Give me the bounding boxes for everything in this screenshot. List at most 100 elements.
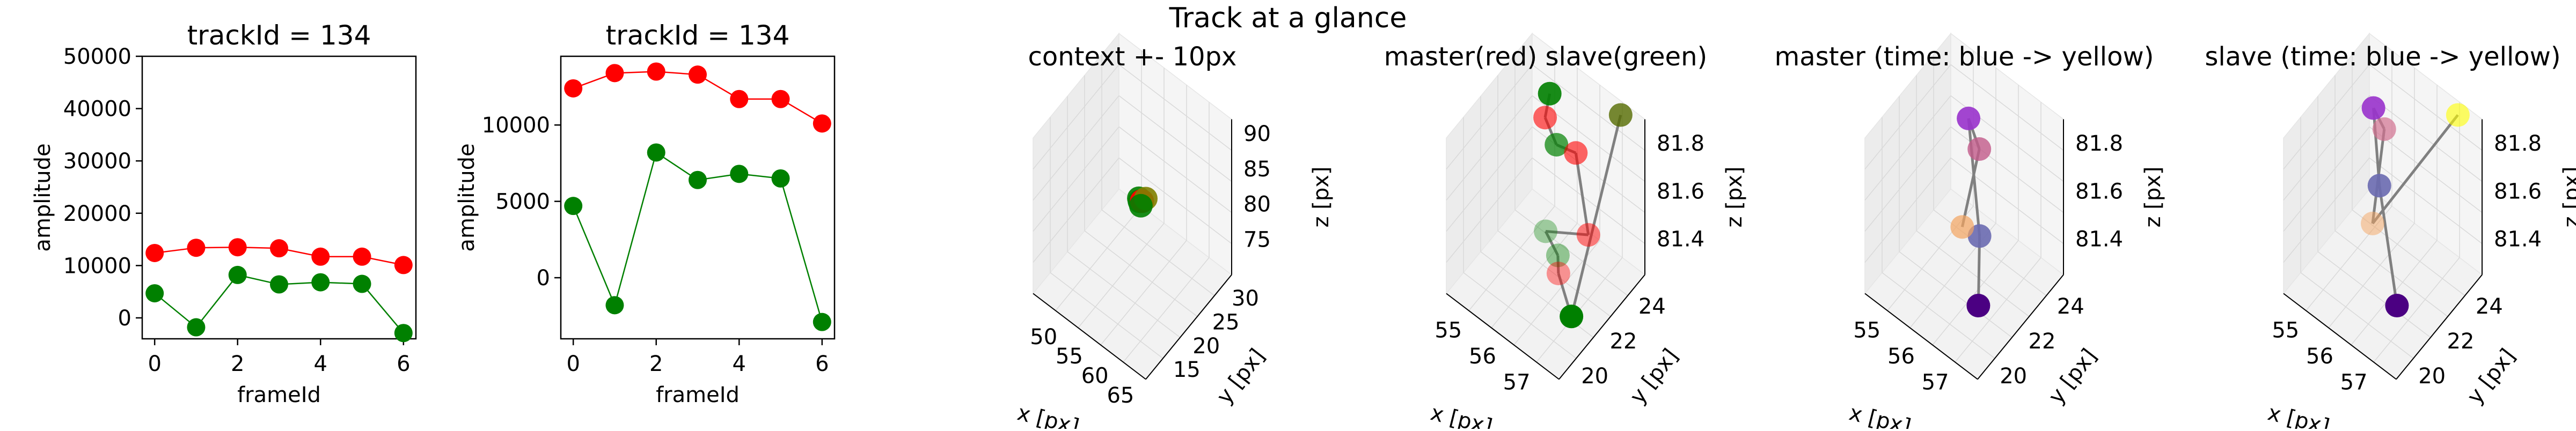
grid-line [1899, 251, 2012, 338]
scatter-point [2446, 103, 2470, 127]
grid-line [2369, 95, 2483, 182]
scatter-point [1576, 223, 1600, 247]
x-tick-label: 6 [815, 352, 829, 376]
trajectory-segment [1574, 152, 1590, 235]
axis-line [1145, 274, 1232, 380]
axis-line [1033, 293, 1146, 380]
y-tick-label: 50000 [63, 44, 131, 69]
scatter-point [1957, 106, 1981, 130]
grid-line [1100, 240, 1187, 345]
scatter3d-chart-2: master(red) slave(green) 55 56 57 x [px] 2022… [1384, 32, 1747, 431]
line-chart-2: trackId = 134 frameId amplitude 0 2 4 6 0 5000 10… [455, 20, 836, 407]
x-tick-label: 4 [314, 352, 327, 376]
axis-line [1864, 293, 1978, 380]
x-axis-label: x [px] [1847, 400, 1913, 429]
trajectory-segment [2372, 114, 2459, 225]
grid-line [2283, 158, 2370, 263]
x-tick-label: 6 [397, 352, 410, 376]
grid-line [2373, 257, 2460, 362]
z-tick-label: 80 [1243, 192, 1271, 217]
grid-line [1491, 223, 1578, 328]
x-tick-label: 55 [2272, 318, 2299, 343]
series-point [564, 79, 583, 98]
grid-line [2300, 272, 2414, 359]
grid-line [1497, 230, 1611, 317]
grid-line [1950, 64, 2064, 151]
axis-line [1446, 293, 1560, 380]
x-tick-label: 56 [2306, 344, 2333, 369]
x-tick-label: 57 [2340, 370, 2368, 395]
series-point [813, 313, 831, 331]
z-tick-label: 81.8 [2075, 131, 2123, 156]
x-tick-label: 55 [1435, 318, 1462, 343]
y-tick-label: 20 [1581, 364, 1608, 389]
series-point [270, 275, 288, 294]
series-point [228, 238, 247, 257]
grid-line [2369, 64, 2483, 151]
scatter-point [1560, 304, 1584, 329]
x-tick-label: 55 [1853, 318, 1880, 343]
grid-line [1118, 126, 1232, 213]
plot-frame [141, 55, 417, 340]
y-tick-label: 0 [537, 266, 550, 291]
z-tick-label: 75 [1243, 228, 1271, 252]
z-tick-label: 81.8 [1657, 131, 1704, 156]
x-tick-label: 4 [733, 352, 746, 376]
x-tick-label: 0 [566, 352, 580, 376]
scatter-point [2367, 174, 2391, 198]
axis-line [2396, 274, 2483, 380]
series-point [394, 256, 413, 274]
chart-title: trackId = 134 [187, 20, 371, 51]
axis-line [2283, 293, 2397, 380]
trajectory-segment [2378, 185, 2398, 306]
scatter-point [1966, 294, 1990, 318]
z-axis-label: z [px] [2141, 167, 2165, 228]
grid-line [1514, 209, 1628, 296]
y-tick-label: 22 [2447, 329, 2475, 354]
grid-line [1123, 257, 1210, 362]
grid-line [1950, 157, 2064, 244]
y-tick-label: 40000 [63, 97, 131, 122]
series-point [647, 143, 665, 162]
scatter-point [1967, 137, 1992, 161]
y-tick-label: 30000 [63, 149, 131, 174]
grid-line [1118, 95, 1232, 182]
z-axis-label: z [px] [1309, 167, 1334, 228]
scatter-point [2361, 96, 2385, 120]
y-tick-label: 30 [1232, 286, 1259, 311]
x-tick-label: 56 [1887, 344, 1915, 369]
z-tick-label: 81.6 [2075, 179, 2123, 204]
z-axis-label: z [px] [1722, 167, 1747, 228]
y-tick-label: 5000 [495, 190, 550, 214]
series-point [353, 247, 371, 266]
grid-line [1033, 127, 1119, 232]
y-tick-label: 24 [2057, 294, 2084, 319]
line-chart-1: trackId = 134 frameId amplitude 0 2 4 6 0 10000 2… [31, 20, 417, 407]
series-point [228, 265, 247, 284]
grid-line [1864, 158, 1951, 263]
grid-line [1033, 95, 1119, 200]
y-tick-label: 22 [1610, 329, 1637, 354]
x-tick-label: 2 [231, 352, 244, 376]
x-tick-label: 0 [148, 352, 161, 376]
trajectory-segment [1544, 231, 1560, 256]
grid-line [1916, 230, 2030, 317]
trajectory-segment [1570, 114, 1622, 317]
grid-line [1033, 64, 1119, 169]
series-point [145, 243, 164, 262]
grid-line [1468, 206, 1555, 311]
series-point [647, 62, 665, 81]
y-axis-label: amplitude [31, 143, 55, 251]
grid-line [2328, 223, 2415, 328]
scatter3d-chart-3: master (time: blue -> yellow) 55 56 57 x [px… [1775, 32, 2165, 431]
grid-line [1084, 230, 1198, 317]
y-tick-label: 24 [2476, 294, 2503, 319]
z-tick-label: 81.6 [1657, 179, 1704, 204]
trajectory-segment [1960, 148, 1981, 227]
grid-line [2283, 127, 2370, 232]
scatter-point [1533, 106, 1557, 130]
grid-line [1446, 95, 1533, 200]
grid-line [2283, 64, 2370, 169]
chart-title: slave (time: blue -> yellow) [2205, 42, 2560, 72]
